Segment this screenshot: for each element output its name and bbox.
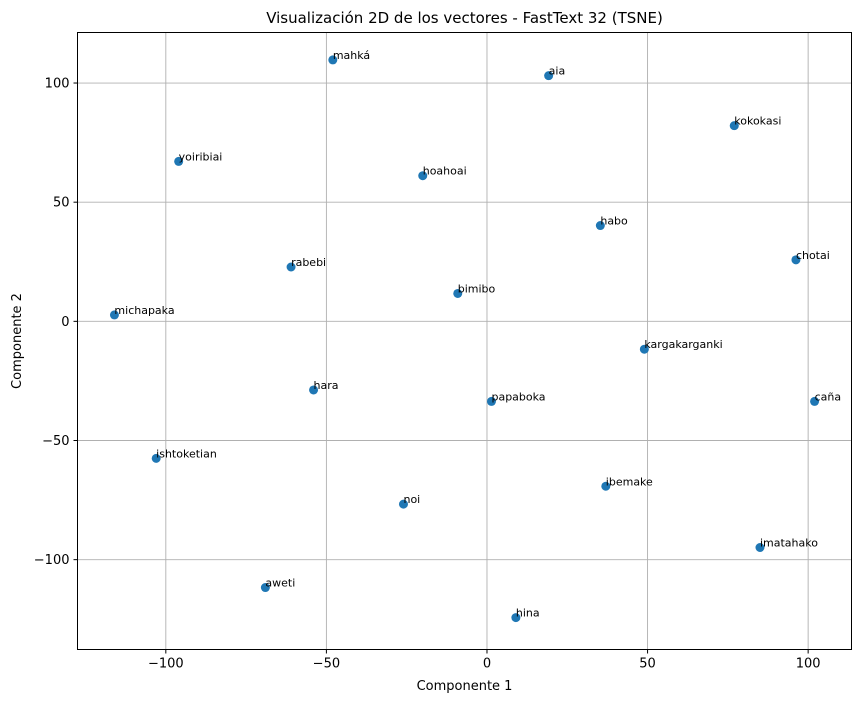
plot-frame [77,32,852,650]
data-point [544,71,554,81]
data-point-label: hoahoai [423,165,467,178]
data-point [286,262,296,272]
y-axis-label: Componente 2 [10,293,25,389]
data-point [398,499,408,509]
data-point-label: mahká [333,49,370,62]
y-tick-label: 0 [61,315,69,330]
data-point [810,396,820,406]
y-tick-label: −100 [34,553,70,568]
data-point-label: chotai [796,249,830,262]
data-point-label: bimibo [458,282,496,295]
data-point-label: michapaka [114,304,174,317]
data-point-label: ishtoketian [156,447,217,460]
y-tick-label: 50 [53,196,70,211]
data-point-label: yoiribiai [179,150,223,163]
data-point [109,310,119,320]
data-point [486,396,496,406]
y-axis-ticks: 100 50 0 −50 −100 [34,77,78,568]
x-axis-label: Componente 1 [417,679,513,694]
data-point [151,453,161,463]
x-axis-ticks: −100 −50 0 50 100 [148,649,821,672]
x-tick-label: 50 [639,657,656,672]
data-point-label: hara [314,379,339,392]
data-point-label: aweti [265,577,295,590]
data-point [260,583,270,593]
data-point-label: rabebi [291,256,326,269]
data-point-label: papaboka [491,390,545,403]
data-point-label: habo [600,215,628,228]
y-tick-label: −50 [42,434,69,449]
data-point [174,156,184,166]
point-labels: mahká aia kokokasi yoiribiai hoahoai habo chot… [114,49,841,620]
data-point-label: ibemake [606,475,653,488]
data-point [601,481,611,491]
scatter-points [109,55,820,623]
data-point-label: kargakarganki [644,338,722,351]
data-point-label: kokokasi [734,115,781,128]
x-tick-label: 100 [796,657,821,672]
data-point [418,171,428,181]
data-point [791,255,801,265]
data-point [729,121,739,131]
data-point [309,385,319,395]
data-point [453,288,463,298]
x-tick-label: −50 [313,657,340,672]
grid [77,32,852,650]
data-point-label: noi [403,493,420,506]
data-point [511,613,521,623]
data-point-label: hina [516,607,540,620]
data-point-label: imatahako [760,537,818,550]
data-point [595,221,605,231]
x-tick-label: −100 [148,657,184,672]
data-point-label: aia [549,65,566,78]
y-tick-label: 100 [45,77,70,92]
x-tick-label: 0 [483,657,491,672]
chart-title: Visualización 2D de los vectores - FastT… [266,9,663,27]
data-point [755,543,765,553]
data-point-label: caña [815,390,842,403]
data-point [328,55,338,65]
data-point [639,344,649,354]
